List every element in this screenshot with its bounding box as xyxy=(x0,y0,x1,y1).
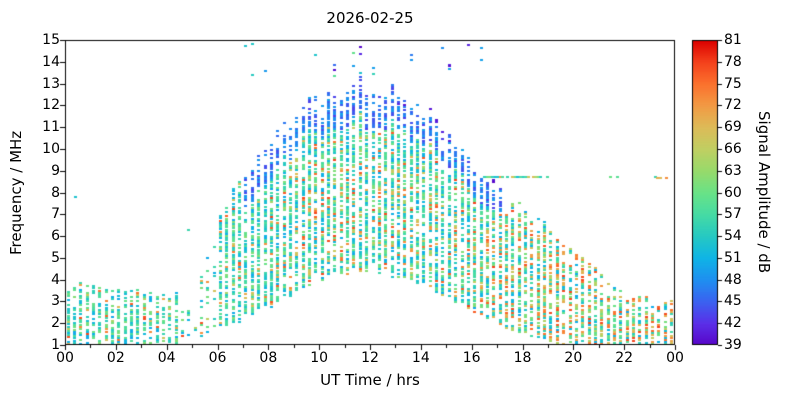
y-tick-label: 10 xyxy=(42,140,60,157)
y-tick-label: 13 xyxy=(42,75,60,92)
y-tick-label: 15 xyxy=(42,32,60,48)
x-tick-label: 00 xyxy=(56,350,74,366)
y-tick-label: 5 xyxy=(51,249,60,266)
x-tick-label: 18 xyxy=(513,350,532,366)
y-tick-label: 12 xyxy=(42,97,60,114)
x-tick-label: 06 xyxy=(208,350,227,366)
y-tick-label: 9 xyxy=(51,162,60,179)
x-tick-label: 02 xyxy=(106,350,125,366)
colorbar-tick-label: 78 xyxy=(724,53,742,70)
y-tick-label: 7 xyxy=(51,206,60,223)
colorbar-tick-label: 69 xyxy=(724,119,742,136)
x-tick-label: 04 xyxy=(157,350,176,366)
colorbar-tick-label: 75 xyxy=(724,75,742,92)
y-tick-label: 4 xyxy=(51,271,60,288)
colorbar-tick-label: 54 xyxy=(724,228,742,245)
y-tick-label: 3 xyxy=(51,293,60,310)
colorbar-tick-label: 48 xyxy=(724,271,742,288)
x-tick-label: 22 xyxy=(615,350,634,366)
colorbar-tick-label: 60 xyxy=(724,184,742,201)
x-tick-label: 10 xyxy=(310,350,329,366)
colorbar-tick-label: 63 xyxy=(724,162,742,179)
y-tick-label: 8 xyxy=(51,184,60,201)
colorbar-tick-label: 51 xyxy=(724,249,742,266)
colorbar-label: Signal Amplitude / dB xyxy=(755,111,773,274)
colorbar-tick-label: 66 xyxy=(724,140,742,157)
y-tick-label: 14 xyxy=(42,53,60,70)
chart-title: 2026-02-25 xyxy=(326,9,414,27)
colorbar-tick-label: 81 xyxy=(724,32,742,48)
x-tick-label: 00 xyxy=(666,350,684,366)
y-tick-label: 1 xyxy=(51,337,60,353)
y-tick-label: 6 xyxy=(51,228,60,245)
x-tick-label: 12 xyxy=(361,350,379,366)
colorbar-tick-label: 57 xyxy=(724,206,742,223)
y-tick-label: 11 xyxy=(42,119,60,136)
y-axis-label: Frequency / MHz xyxy=(7,130,25,255)
x-tick-label: 16 xyxy=(462,350,481,366)
x-tick-label: 08 xyxy=(259,350,278,366)
y-tick-label: 2 xyxy=(51,315,60,332)
colorbar-tick-label: 39 xyxy=(724,337,742,353)
colorbar-tick-label: 72 xyxy=(724,97,742,114)
colorbar-tick-label: 45 xyxy=(724,293,742,310)
x-tick-label: 20 xyxy=(564,350,583,366)
x-axis-label: UT Time / hrs xyxy=(320,371,420,389)
x-tick-label: 14 xyxy=(411,350,430,366)
colorbar-tick-label: 42 xyxy=(724,315,742,332)
